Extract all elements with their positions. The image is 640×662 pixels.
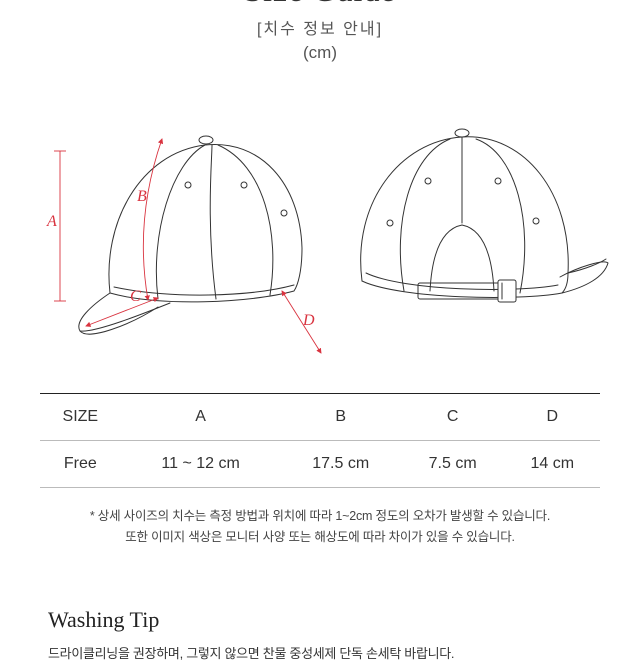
washing-title: Washing Tip xyxy=(48,607,600,633)
table-header-cell: SIZE xyxy=(40,394,121,441)
table-cell: 11 ~ 12 cm xyxy=(121,441,281,488)
size-notes: * 상세 사이즈의 치수는 측정 방법과 위치에 따라 1~2cm 정도의 오차… xyxy=(40,506,600,547)
size-diagram: A B C D xyxy=(0,73,640,383)
washing-section: Washing Tip 드라이클리닝을 권장하며, 그렇지 않으면 찬물 중성세… xyxy=(40,607,600,662)
page-subtitle: [치수 정보 안내] xyxy=(0,15,640,39)
note-line-2: 또한 이미지 색상은 모니터 사양 또는 해상도에 따라 차이가 있을 수 있습… xyxy=(40,527,600,548)
cap-back-view xyxy=(361,129,608,302)
table-cell: 17.5 cm xyxy=(281,441,401,488)
table-header-cell: A xyxy=(121,394,281,441)
table-cell: Free xyxy=(40,441,121,488)
cap-side-view xyxy=(79,136,302,334)
svg-text:C: C xyxy=(130,288,141,305)
table-header-cell: C xyxy=(401,394,505,441)
note-line-1: * 상세 사이즈의 치수는 측정 방법과 위치에 따라 1~2cm 정도의 오차… xyxy=(40,506,600,527)
washing-body: 드라이클리닝을 권장하며, 그렇지 않으면 찬물 중성세제 단독 손세탁 바랍니… xyxy=(48,643,600,662)
svg-text:A: A xyxy=(46,213,57,230)
table-header-cell: D xyxy=(504,394,600,441)
header: Size Guide [치수 정보 안내] (cm) xyxy=(0,0,640,63)
table-cell: 14 cm xyxy=(504,441,600,488)
table-cell: 7.5 cm xyxy=(401,441,505,488)
table-row: Free11 ~ 12 cm17.5 cm7.5 cm14 cm xyxy=(40,441,600,488)
svg-text:D: D xyxy=(302,312,315,329)
size-table: SIZEABCD Free11 ~ 12 cm17.5 cm7.5 cm14 c… xyxy=(40,393,600,488)
page-title: Size Guide xyxy=(0,0,640,9)
unit-label: (cm) xyxy=(0,43,640,63)
table-header-cell: B xyxy=(281,394,401,441)
table-body: Free11 ~ 12 cm17.5 cm7.5 cm14 cm xyxy=(40,441,600,488)
table-header-row: SIZEABCD xyxy=(40,394,600,441)
svg-text:B: B xyxy=(137,188,147,205)
